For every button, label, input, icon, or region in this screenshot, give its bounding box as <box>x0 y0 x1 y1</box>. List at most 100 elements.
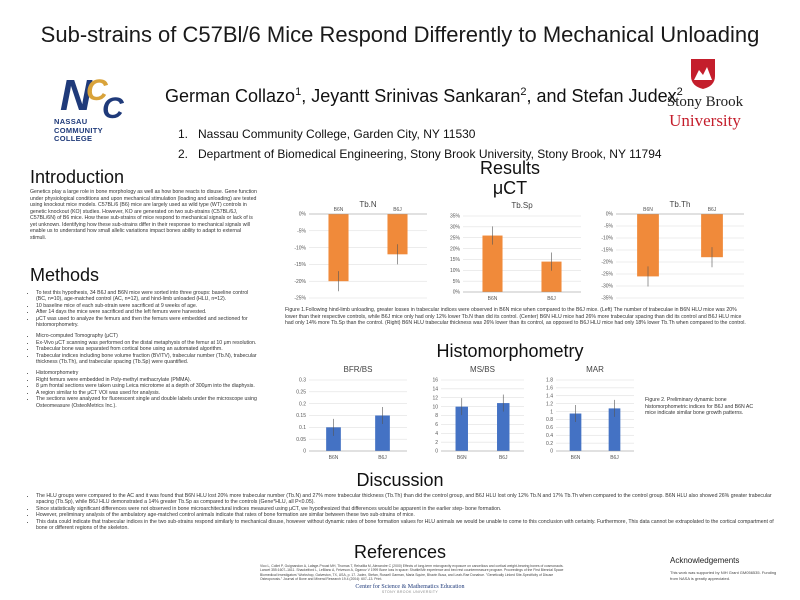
stony-brook-logo: Stony Brook University <box>650 58 760 138</box>
category-label: B6J <box>499 455 508 461</box>
list-item: To test this hypothesis, 34 B6J and B6N … <box>36 290 260 303</box>
affiliation-text: Nassau Community College, Garden City, N… <box>198 127 476 141</box>
tick-label: -10% <box>601 236 613 242</box>
tick-label: -20% <box>601 260 613 266</box>
author-sup: 1 <box>295 86 302 98</box>
figure1-caption: Figure 1.Following hind-limb unloading, … <box>285 307 746 327</box>
tick-label: 35% <box>450 214 461 220</box>
acknowledgements-heading: Acknowledgements <box>670 556 740 565</box>
bar <box>375 415 390 451</box>
center-logo: Center for Science & Mathematics Educati… <box>320 584 500 594</box>
ncc-logo-line: COMMUNITY <box>54 125 103 135</box>
bar <box>455 406 468 451</box>
category-label: B6J <box>708 207 717 213</box>
tick-label: 25% <box>450 235 461 241</box>
author-name: German Collazo <box>165 86 296 106</box>
category-label: B6J <box>378 455 387 461</box>
figure2-caption: Figure 2. Preliminary dynamic bone histo… <box>645 397 754 417</box>
list-item: Ex-Vivo μCT scanning was performed on th… <box>36 340 260 346</box>
shield-icon <box>691 59 715 89</box>
category-label: B6N <box>571 455 581 461</box>
svg-text:N: N <box>60 71 93 120</box>
references-heading: References <box>353 542 447 562</box>
bar <box>497 403 510 451</box>
bar <box>541 261 562 292</box>
list-item: Since statistically significant differen… <box>36 506 776 512</box>
affiliation-number: 2. <box>178 147 189 161</box>
bar <box>326 427 341 451</box>
results-heading: Results <box>479 158 541 178</box>
chart-title: Tb.Th <box>670 200 691 209</box>
bar <box>482 235 503 292</box>
tick-label: -5% <box>604 224 613 230</box>
discussion-body: The HLU groups were compared to the AC a… <box>28 493 776 531</box>
tick-label: 0% <box>453 290 461 296</box>
results-subheading: μCT <box>492 178 528 198</box>
tick-label: 0.2 <box>546 441 553 447</box>
tick-label: -25% <box>601 272 613 278</box>
affiliations: 1. Nassau Community College, Garden City,… <box>178 124 662 164</box>
author-name: Jeyantt Srinivas Sankaran <box>311 86 521 106</box>
tick-label: 1.6 <box>546 386 553 392</box>
chart-title: Tb.Sp <box>511 201 533 210</box>
affiliation-item: 1. Nassau Community College, Garden City,… <box>178 124 662 144</box>
tick-label: 0 <box>435 449 438 455</box>
list-item: 8 μm frontal sections were taken using L… <box>36 383 260 389</box>
author-name: Stefan Judex <box>571 86 677 106</box>
tick-label: 30% <box>450 225 461 231</box>
tick-label: 0.8 <box>546 417 553 423</box>
list-item: Trabecular bone was separated from corti… <box>36 346 260 352</box>
introduction-heading: Introduction <box>30 167 125 187</box>
tick-label: -10% <box>294 245 306 251</box>
methods-heading: Methods <box>30 265 100 285</box>
tick-label: 1.8 <box>546 378 553 384</box>
chart-tbsp: Tb.Sp 35% 30% 25% 20% 15% 10% 5% 0% B6N B6J <box>450 201 581 302</box>
list-item: This data could indicate that trabecular… <box>36 519 776 532</box>
bar <box>637 214 659 277</box>
chart-title: BFR/BS <box>344 365 373 374</box>
bar <box>387 214 408 255</box>
tick-label: -35% <box>601 296 613 302</box>
authors-line: German Collazo1, Jeyantt Srinivas Sankar… <box>165 86 683 107</box>
svg-text:C: C <box>86 74 109 107</box>
tick-label: 0.05 <box>296 437 306 443</box>
bar <box>328 214 349 282</box>
tick-label: 0.25 <box>296 390 306 396</box>
ncc-logo-mark: N C C <box>60 71 125 125</box>
author-sup: 2 <box>520 86 527 98</box>
tick-label: 2 <box>435 440 438 446</box>
tick-label: 0.3 <box>299 378 306 384</box>
tick-label: 14 <box>432 387 438 393</box>
tick-label: 8 <box>435 413 438 419</box>
tick-label: 5% <box>453 279 461 285</box>
discussion-list: The HLU groups were compared to the AC a… <box>28 493 776 531</box>
list-item: However, preliminary analysis of the amb… <box>36 512 776 518</box>
affiliation-item: 2. Department of Biomedical Engineering, … <box>178 144 662 164</box>
list-item: After 14 days the mice were sacrificed a… <box>36 309 260 315</box>
svg-text:C: C <box>102 92 125 125</box>
tick-label: 4 <box>435 431 438 437</box>
center-logo-name: Center for Science & Mathematics Educati… <box>355 584 465 590</box>
tick-label: 0.15 <box>296 413 306 419</box>
list-item: 10 baseline mice of each sub-strain were… <box>36 303 260 309</box>
chart-mar: MAR 1.8 1.61.4 1.2 1 0.8 0.6 0.4 0.2 0 B6N B6J <box>546 365 634 461</box>
tick-label: -15% <box>601 248 613 254</box>
category-label: B6J <box>393 207 402 213</box>
list-item: Micro-computed Tomography (μCT) <box>36 333 260 339</box>
category-label: B6N <box>329 455 339 461</box>
tick-label: 0.4 <box>546 433 553 439</box>
tick-label: 0.2 <box>299 401 306 407</box>
tick-label: 0% <box>299 212 307 218</box>
chart-title: MS/BS <box>470 365 495 374</box>
acknowledgements-body: This work was supported by NIH Grant GM0… <box>670 570 777 581</box>
tick-label: 6 <box>435 422 438 428</box>
tick-label: -5% <box>297 229 306 235</box>
tick-label: 20% <box>450 246 461 252</box>
center-logo-sub: STONY BROOK UNIVERSITY <box>381 590 439 594</box>
category-label: B6J <box>610 455 619 461</box>
poster-title: Sub-strains of C57Bl/6 Mice Respond Diff… <box>40 22 760 47</box>
affiliation-number: 1. <box>178 127 189 141</box>
list-item: Right femurs were embedded in Poly-methy… <box>36 377 260 383</box>
tick-label: 0 <box>550 449 553 455</box>
references-body: Vico L, Collet P, Guignandon A, Lafage-P… <box>260 564 564 582</box>
